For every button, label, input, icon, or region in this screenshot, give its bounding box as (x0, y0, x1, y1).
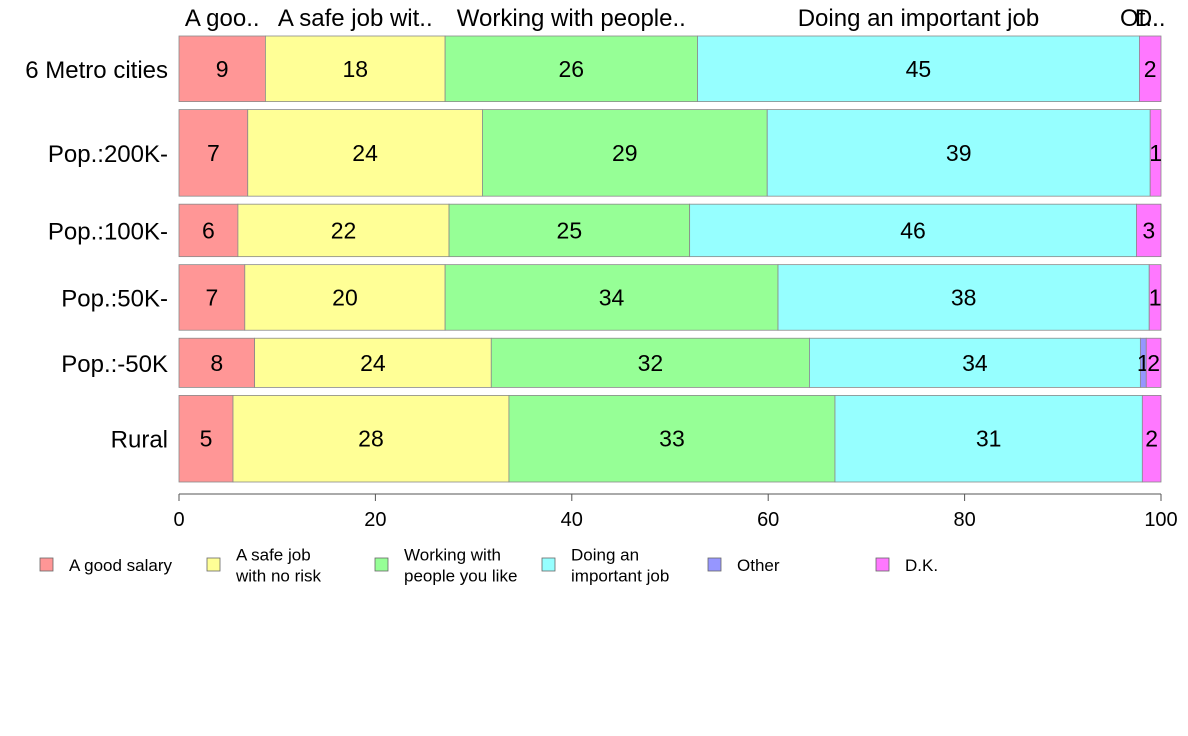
bar-segment (237, 203, 450, 258)
bar-segment (482, 109, 768, 197)
legend-swatch (374, 557, 389, 572)
bar-value-label: 8 (210, 350, 223, 376)
bar-value-label: 32 (638, 350, 664, 376)
bar-segment (697, 35, 1140, 102)
bar-value-label: 28 (358, 426, 384, 452)
bar-segment (232, 395, 510, 483)
category-label: Pop.:200K- (48, 141, 168, 168)
x-axis: 0 20 40 60 80 100 (173, 493, 1178, 531)
bar-segment (244, 264, 446, 331)
bar-value-label: 1 (1149, 140, 1162, 166)
legend-swatch (39, 557, 54, 572)
bar-segment (1136, 203, 1162, 258)
bar-value-label: 24 (360, 350, 386, 376)
legend-label: with no risk (235, 567, 322, 586)
legend-label: Working with (404, 546, 501, 565)
bar-value-label: 46 (900, 217, 926, 243)
segment-header-label: Doing an important job (798, 5, 1039, 32)
bar-segment (444, 264, 779, 331)
bar-value-label: 38 (951, 284, 977, 310)
segment-header-label: Working with people.. (457, 5, 686, 32)
bar-segment (1141, 395, 1162, 483)
bar-segment (766, 109, 1151, 197)
bar-value-label: 33 (659, 426, 685, 452)
legend-swatch (875, 557, 890, 572)
bar-segment (178, 337, 256, 388)
bar-value-label: 31 (976, 426, 1002, 452)
legend-label: A good salary (69, 556, 173, 575)
segment-header-label: Ot.. (1120, 5, 1159, 32)
x-tick-label: 100 (1144, 509, 1177, 531)
legend-label: Other (737, 556, 780, 575)
category-label: Pop.:-50K (61, 351, 168, 378)
bar-segment (508, 395, 836, 483)
bar-segment (1145, 337, 1162, 388)
bar-value-label: 7 (205, 284, 218, 310)
segment-header-label: A safe job wit.. (278, 5, 433, 32)
legend-label: Doing an (571, 546, 639, 565)
bar-segment (247, 109, 483, 197)
x-tick-label: 20 (364, 509, 386, 531)
bar-segment (178, 35, 266, 102)
bar-segment (777, 264, 1150, 331)
bar-value-label: 26 (559, 56, 585, 82)
bar-value-label: 6 (202, 217, 215, 243)
legend-swatch (206, 557, 221, 572)
category-label: Pop.:100K- (48, 218, 168, 245)
x-tick-label: 80 (953, 509, 975, 531)
bar-value-label: 20 (332, 284, 358, 310)
bar-segment (178, 395, 234, 483)
legend-swatch (707, 557, 722, 572)
bar-value-label: 34 (962, 350, 988, 376)
bar-value-label: 29 (612, 140, 638, 166)
legend: A good salary A safe job with no risk Worki… (39, 546, 938, 586)
bar-value-label: 22 (331, 217, 357, 243)
legend-label: people you like (404, 567, 517, 586)
x-tick-label: 40 (561, 509, 583, 531)
x-tick-label: 0 (173, 509, 184, 531)
segment-header-labels: A goo.. A safe job wit.. Working with peop… (185, 5, 1166, 32)
bar-value-label: 18 (342, 56, 368, 82)
bar-segment (689, 203, 1137, 258)
bar-value-label: 7 (207, 140, 220, 166)
category-label: Pop.:50K- (61, 285, 168, 312)
bar-value-label: 34 (599, 284, 625, 310)
segment-header-label: A goo.. (185, 5, 260, 32)
bar-value-label: 5 (200, 426, 213, 452)
legend-swatch (541, 557, 556, 572)
bar-value-label: 25 (557, 217, 583, 243)
bar-value-label: 1 (1149, 284, 1162, 310)
bar-segment (1148, 264, 1162, 331)
bar-segment (265, 35, 446, 102)
segment-header-label: D.. (1135, 5, 1166, 32)
legend-label: D.K. (905, 556, 938, 575)
legend-label: A safe job (236, 546, 311, 565)
legend-label: important job (571, 567, 669, 586)
bar-value-label: 2 (1144, 56, 1157, 82)
bar-value-label: 3 (1142, 217, 1155, 243)
bar-value-label: 24 (352, 140, 378, 166)
bar-value-label: 45 (906, 56, 932, 82)
bar-value-label: 2 (1145, 426, 1158, 452)
category-label: Rural (111, 427, 168, 454)
bar-value-label: 2 (1147, 350, 1160, 376)
bar-segment (448, 203, 691, 258)
bar-segment (178, 109, 249, 197)
category-axis: 6 Metro cities Pop.:200K- Pop.:100K- Pop.:5… (25, 57, 168, 454)
bar-segment (254, 337, 492, 388)
bar-value-label: 9 (216, 56, 229, 82)
bar-value-label: 39 (946, 140, 972, 166)
bar-segment (809, 337, 1141, 388)
bar-segment (178, 264, 246, 331)
x-tick-label: 60 (757, 509, 779, 531)
bar-segment (490, 337, 810, 388)
bar-segment (1138, 35, 1162, 102)
bars: 9 18 26 45 27 24 29 39 16 22 25 46 37 20 34 38 18 24 32 34 1… (178, 35, 1162, 483)
bar-segment (1149, 109, 1162, 197)
bar-segment (444, 35, 698, 102)
category-label: 6 Metro cities (25, 57, 168, 84)
